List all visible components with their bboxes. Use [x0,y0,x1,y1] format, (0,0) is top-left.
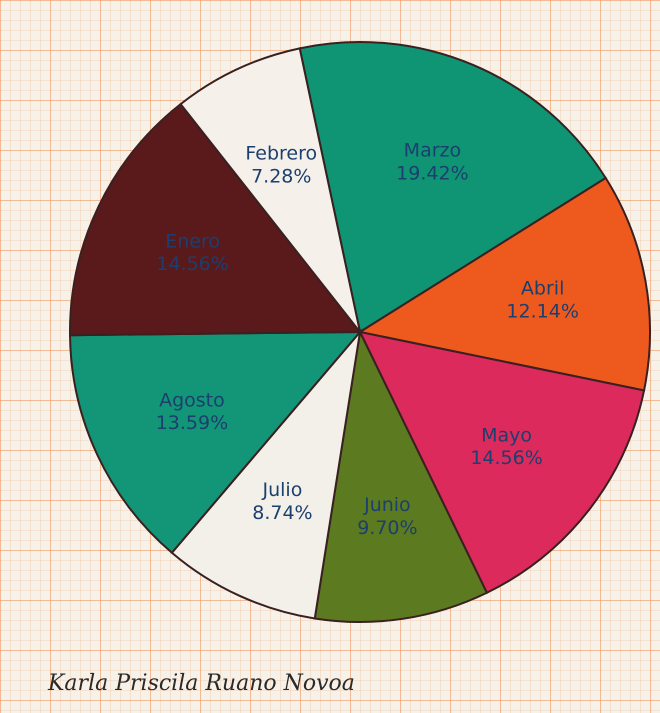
author-signature: Karla Priscila Ruano Novoa [47,671,355,696]
pie-slice-enero [69,102,363,337]
slice-label-abril: Abril 12.14% [506,277,578,322]
slice-label-mayo: Mayo 14.56% [470,424,542,469]
pie-slice-mayo [358,330,646,595]
pie-slice-agosto [69,330,363,555]
pie-labels: Marzo 19.42% Abril 12.14% Mayo 14.56% Junio 9.7… [156,139,579,538]
slice-label-julio: Julio 8.74% [252,479,312,524]
pie-slice-febrero [179,47,361,333]
slice-label-marzo: Marzo 19.42% [396,139,468,184]
pie-slices [69,41,651,623]
slice-label-agosto: Agosto 13.59% [156,389,228,434]
pie-slice-marzo [298,41,608,334]
slice-label-febrero: Febrero 7.28% [245,142,317,187]
slice-label-enero: Enero 14.56% [156,230,228,275]
slice-label-junio: Junio 9.70% [357,494,417,539]
pie-slice-junio [313,328,489,623]
pie-slice-julio [170,328,362,620]
pie-slice-abril [357,176,651,392]
